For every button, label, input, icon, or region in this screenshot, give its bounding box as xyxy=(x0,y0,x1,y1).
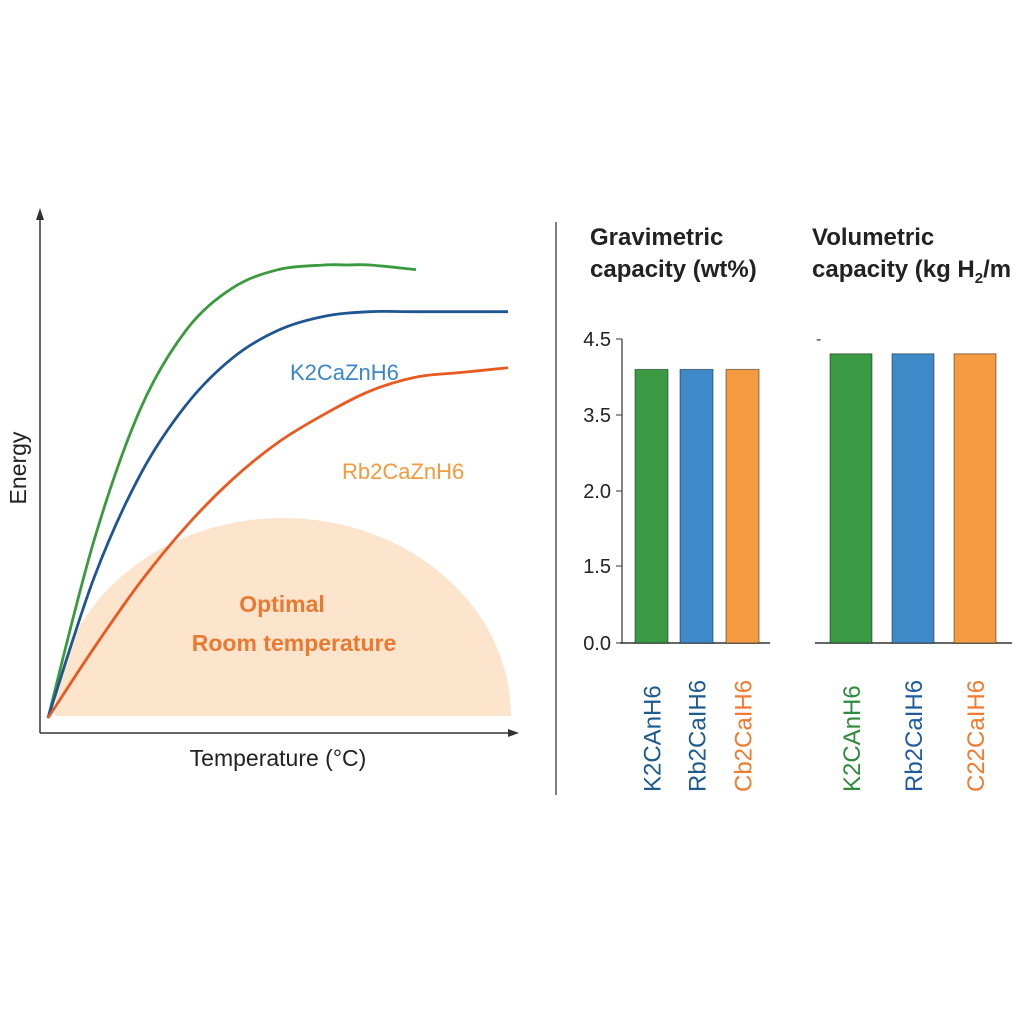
y-tick-label: 4.5 xyxy=(583,329,611,351)
category-label: Rb2CaIH6 xyxy=(901,680,928,792)
bar-1 xyxy=(634,368,669,644)
bar-3 xyxy=(725,368,760,644)
bar-2 xyxy=(891,353,935,644)
gravimetric-title-line2: capacity (wt%) xyxy=(590,256,757,283)
gravimetric-title-line1: Gravimetric xyxy=(590,224,723,251)
volumetric-title-line2: capacity (kg H2/m xyxy=(812,256,1011,287)
y-tick-label: 2.0 xyxy=(583,481,611,503)
gravimetric-chart: Gravimetric capacity (wt%) 4.5 3.5 2.0 1.5 0… xyxy=(583,224,770,792)
y-axis-arrow-icon xyxy=(36,208,44,220)
y-axis-label: Energy xyxy=(5,431,31,504)
category-label: Cb2CaIH6 xyxy=(731,680,758,792)
category-label: K2CAnH6 xyxy=(839,685,866,792)
y-tick-label: 1.5 xyxy=(583,556,611,578)
volumetric-title-sub: 2 xyxy=(975,270,983,287)
volumetric-title-suffix: /m xyxy=(983,256,1011,283)
bar-3 xyxy=(953,353,997,644)
bar-1 xyxy=(829,353,873,644)
bar-2 xyxy=(679,368,714,644)
x-axis-arrow-icon xyxy=(508,729,519,737)
series-label-k2cazn: K2CaZnH6 xyxy=(290,360,399,385)
category-label: C22CaIH6 xyxy=(963,680,990,792)
category-label: Rb2CaIH6 xyxy=(685,680,712,792)
series-line-1 xyxy=(46,263,417,719)
line-chart: K2CaZnH6 Rb2CaZnH6 Optimal Room temperat… xyxy=(5,208,519,771)
y-tick-label: 3.5 xyxy=(583,405,611,427)
volumetric-title-line1: Volumetric xyxy=(812,224,934,251)
series-line-2 xyxy=(46,309,508,719)
optimal-region xyxy=(55,518,511,716)
volumetric-tick: - xyxy=(816,331,821,348)
series-line-3 xyxy=(46,366,509,719)
category-label: K2CAnH6 xyxy=(640,685,667,792)
volumetric-title-prefix: capacity (kg H xyxy=(812,256,975,283)
series-label-rb2cazn: Rb2CaZnH6 xyxy=(342,459,464,484)
y-tick-label: 0.0 xyxy=(583,633,611,655)
region-label-line1: Optimal xyxy=(239,591,325,617)
x-axis-label: Temperature (°C) xyxy=(190,745,367,771)
region-label-line2: Room temperature xyxy=(192,630,396,656)
volumetric-chart: Volumetric capacity (kg H2/m - K2CAnH6 Rb… xyxy=(812,224,1012,792)
